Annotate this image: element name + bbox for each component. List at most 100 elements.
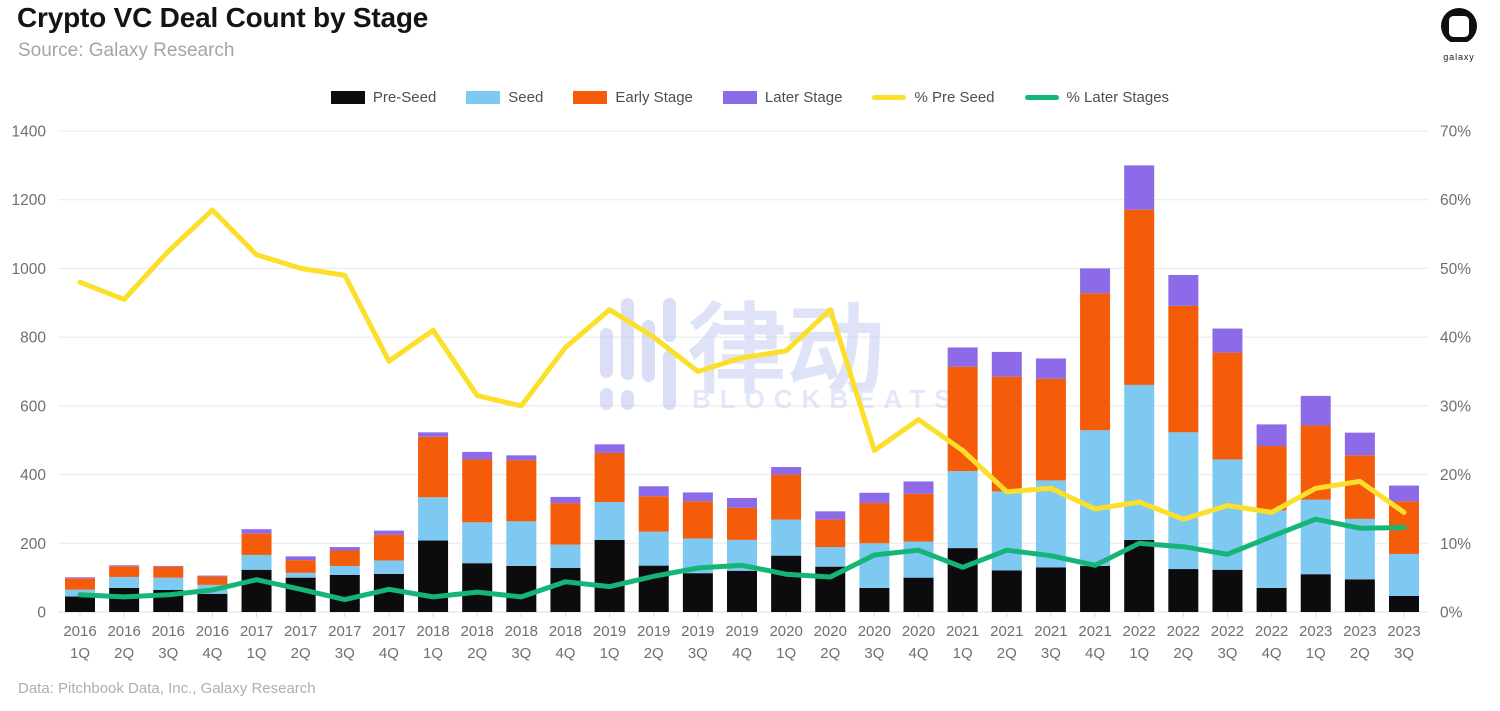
- bar-segment-pre-seed: [1080, 565, 1111, 612]
- x-axis-label-quarter: 2Q: [291, 645, 311, 662]
- bar-segment-later-stage: [418, 432, 449, 437]
- line--pre-seed: [77, 207, 1407, 522]
- watermark-bar-icon: [663, 298, 676, 342]
- x-axis-label-quarter: 1Q: [247, 645, 267, 662]
- legend-label: Later Stage: [764, 89, 843, 106]
- bar-segment-early-stage: [1124, 209, 1155, 385]
- x-axis-label-year: 2018: [416, 623, 449, 640]
- bar-segment-pre-seed: [241, 569, 272, 612]
- bar-2016-3Q: [153, 565, 184, 612]
- bar-segment-seed: [859, 543, 890, 588]
- x-axis-label-year: 2021: [990, 623, 1023, 640]
- left-axis-tick: 1400: [12, 124, 47, 141]
- bar-segment-seed: [153, 577, 184, 591]
- legend-swatch-bar: [466, 91, 501, 104]
- bar-segment-seed: [638, 531, 669, 566]
- page-title: Crypto VC Deal Count by Stage: [17, 2, 429, 33]
- bar-segment-seed: [594, 502, 625, 540]
- bar-segment-pre-seed: [506, 565, 537, 612]
- legend-line-swatch-line: [872, 95, 907, 100]
- bar-segment-early-stage: [153, 566, 184, 578]
- bar-2021-1Q: [947, 347, 978, 612]
- x-axis-label-year: 2018: [461, 623, 494, 640]
- bar-segment-early-stage: [1035, 378, 1066, 481]
- bar-2022-4Q: [1256, 424, 1287, 612]
- watermark-latin-text: BLOCKBEATS: [692, 384, 961, 414]
- bar-2016-4Q: [197, 575, 228, 612]
- bar-segment-later-stage: [1168, 274, 1199, 306]
- x-axis-label-quarter: 1Q: [1129, 645, 1149, 662]
- x-axis-label-quarter: 1Q: [423, 645, 443, 662]
- x-axis-label-year: 2018: [549, 623, 582, 640]
- bar-segment-later-stage: [638, 486, 669, 497]
- bar-segment-seed: [241, 554, 272, 570]
- bar-segment-later-stage: [947, 347, 978, 367]
- bar-2022-3Q: [1212, 328, 1243, 612]
- bar-2021-2Q: [991, 351, 1022, 612]
- bar-segment-seed: [1389, 553, 1419, 596]
- legend-item-early-stage: Early Stage: [573, 89, 693, 106]
- watermark-bar-icon: [621, 298, 634, 380]
- bar-segment-early-stage: [197, 576, 228, 585]
- bar-2019-4Q: [727, 497, 757, 612]
- x-axis-label-year: 2018: [505, 623, 538, 640]
- x-axis-label-year: 2017: [284, 623, 317, 640]
- left-axis-tick: 400: [20, 467, 46, 484]
- bar-segment-early-stage: [1080, 293, 1111, 431]
- watermark-bar-icon: [621, 390, 634, 410]
- bar-segment-pre-seed: [991, 570, 1022, 612]
- x-axis-label-quarter: 2Q: [820, 645, 840, 662]
- x-axis-label-quarter: 3Q: [1394, 645, 1414, 662]
- bar-segment-early-stage: [771, 474, 802, 520]
- x-axis-label-year: 2020: [769, 623, 802, 640]
- bar-segment-seed: [1080, 430, 1111, 566]
- bar-segment-later-stage: [1212, 328, 1243, 353]
- x-axis-label-quarter: 4Q: [732, 645, 752, 662]
- x-axis-label-quarter: 1Q: [953, 645, 973, 662]
- bar-segment-pre-seed: [947, 548, 978, 612]
- bar-2022-2Q: [1168, 274, 1199, 612]
- x-axis-label-quarter: 3Q: [1041, 645, 1061, 662]
- right-axis-tick: 0%: [1440, 605, 1463, 622]
- bar-segment-seed: [815, 547, 846, 567]
- x-axis-label-quarter: 4Q: [379, 645, 399, 662]
- x-axis-label-year: 2020: [858, 623, 891, 640]
- bar-segment-seed: [550, 544, 581, 569]
- x-axis-label-quarter: 1Q: [600, 645, 620, 662]
- bar-segment-seed: [1300, 499, 1331, 575]
- bar-segment-early-stage: [1168, 305, 1199, 433]
- line--later-stages: [77, 516, 1407, 603]
- left-axis-tick: 0: [37, 605, 46, 622]
- bar-segment-pre-seed: [285, 577, 316, 612]
- bar-2017-1Q: [241, 529, 272, 612]
- bar-segment-later-stage: [197, 575, 228, 577]
- bar-segment-pre-seed: [109, 587, 140, 612]
- legend: Pre-Seed Seed Early Stage Later Stage % Pre …: [0, 89, 1500, 106]
- x-axis-label-year: 2023: [1343, 623, 1376, 640]
- bar-segment-pre-seed: [1212, 569, 1243, 612]
- bar-segment-later-stage: [373, 530, 404, 535]
- bar-segment-early-stage: [418, 436, 449, 498]
- bar-segment-later-stage: [285, 556, 316, 561]
- bar-segment-later-stage: [462, 451, 493, 460]
- bar-2020-1Q: [771, 467, 802, 612]
- right-axis-tick: 30%: [1440, 398, 1471, 415]
- legend-item-seed: Seed: [466, 89, 543, 106]
- x-axis-label-year: 2016: [107, 623, 140, 640]
- bar-2016-2Q: [109, 565, 140, 612]
- bar-segment-early-stage: [682, 501, 713, 539]
- galaxy-logo-icon: [1437, 8, 1481, 50]
- watermark-bar-icon: [600, 328, 613, 378]
- x-axis-label-year: 2021: [946, 623, 979, 640]
- watermark-bar-icon: [663, 350, 676, 410]
- x-axis-label-quarter: 2Q: [1173, 645, 1193, 662]
- bar-2018-2Q: [462, 451, 493, 612]
- bar-segment-early-stage: [815, 519, 846, 548]
- data-attribution: Data: Pitchbook Data, Inc., Galaxy Resea…: [18, 680, 316, 697]
- bar-segment-seed: [903, 541, 934, 578]
- bar-segment-pre-seed: [1389, 595, 1419, 612]
- bar-segment-pre-seed: [771, 555, 802, 612]
- bar-segment-pre-seed: [1344, 579, 1375, 612]
- x-axis-label-quarter: 4Q: [1262, 645, 1282, 662]
